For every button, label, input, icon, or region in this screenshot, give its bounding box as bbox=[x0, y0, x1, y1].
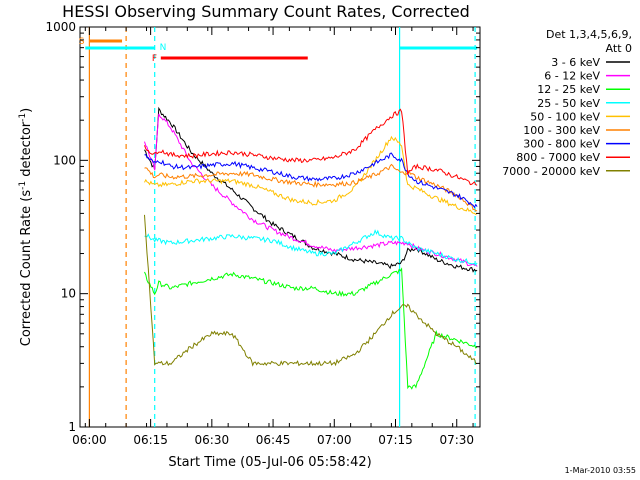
legend-label: 12 - 25 keV bbox=[537, 83, 600, 96]
legend-label: 800 - 7000 keV bbox=[516, 151, 600, 164]
plot-area bbox=[79, 26, 481, 428]
series-line-6-12-kev bbox=[144, 113, 478, 267]
legend-label: 25 - 50 keV bbox=[537, 97, 600, 110]
x-tick-label: 06:00 bbox=[72, 433, 107, 447]
y-tick-label: 1 bbox=[68, 420, 76, 434]
chart-title: HESSI Observing Summary Count Rates, Cor… bbox=[62, 2, 470, 21]
y-tick-label: 1000 bbox=[45, 20, 76, 34]
series-line-300-800-kev bbox=[144, 152, 478, 209]
x-axis-label: Start Time (05-Jul-06 05:58:42) bbox=[168, 455, 371, 470]
flag-label: S bbox=[79, 37, 85, 47]
flag-label: F bbox=[152, 54, 157, 64]
x-tick-label: 06:15 bbox=[133, 433, 168, 447]
legend-header-1: Det 1,3,4,5,6,9, bbox=[546, 28, 632, 41]
legend-label: 7000 - 20000 keV bbox=[502, 165, 600, 178]
legend-header-2: Att 0 bbox=[606, 42, 632, 55]
series-line-100-300-kev bbox=[144, 163, 478, 212]
data-layer: S NF bbox=[79, 27, 478, 427]
footer-timestamp: 1-Mar-2010 03:55 bbox=[565, 466, 636, 475]
y-tick-label: 10 bbox=[61, 287, 76, 301]
x-tick-label: 06:30 bbox=[195, 433, 230, 447]
legend-label: 100 - 300 keV bbox=[523, 124, 600, 137]
series-line-25-50-kev bbox=[144, 229, 478, 266]
legend-label: 6 - 12 keV bbox=[544, 70, 600, 83]
x-tick-label: 06:45 bbox=[256, 433, 291, 447]
series-line-3-6-kev bbox=[144, 106, 478, 273]
x-tick-label: 07:15 bbox=[378, 433, 413, 447]
y-axis-label: Corrected Count Rate (s-1 detector-1) bbox=[18, 108, 34, 346]
legend-label: 50 - 100 keV bbox=[530, 110, 600, 123]
legend-label: 3 - 6 keV bbox=[551, 56, 600, 69]
flag-label: N bbox=[160, 43, 167, 53]
legend-label: 300 - 800 keV bbox=[523, 138, 600, 151]
axes-layer: 1 10 100 1000 06:00 06:15 06:30 06:45 07:00 07:15… bbox=[45, 20, 480, 447]
series-line-50-100-kev bbox=[144, 135, 478, 216]
x-tick-label: 07:30 bbox=[439, 433, 474, 447]
series-line-7000-20000-kev bbox=[144, 214, 478, 367]
x-tick-label: 07:00 bbox=[317, 433, 352, 447]
y-tick-label: 100 bbox=[53, 153, 76, 167]
series-line-12-25-kev bbox=[144, 267, 478, 390]
series-line-800-7000-kev bbox=[144, 108, 478, 186]
